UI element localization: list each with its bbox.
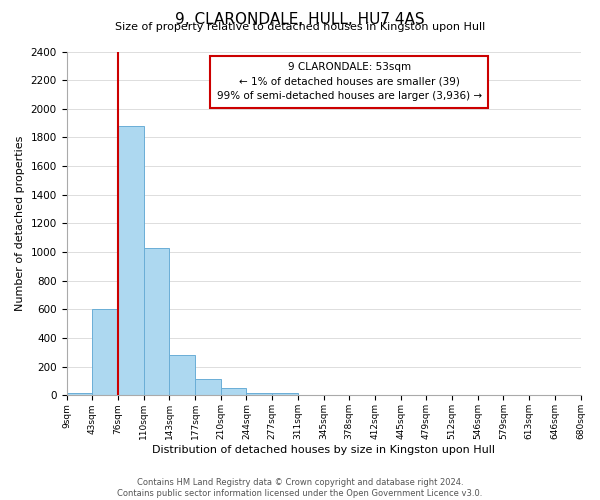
Bar xyxy=(298,394,323,396)
Bar xyxy=(92,310,118,396)
Bar xyxy=(221,388,247,396)
Bar xyxy=(67,392,92,396)
Text: Contains HM Land Registry data © Crown copyright and database right 2024.
Contai: Contains HM Land Registry data © Crown c… xyxy=(118,478,482,498)
X-axis label: Distribution of detached houses by size in Kingston upon Hull: Distribution of detached houses by size … xyxy=(152,445,495,455)
Text: Size of property relative to detached houses in Kingston upon Hull: Size of property relative to detached ho… xyxy=(115,22,485,32)
Y-axis label: Number of detached properties: Number of detached properties xyxy=(15,136,25,311)
Text: 9, CLARONDALE, HULL, HU7 4AS: 9, CLARONDALE, HULL, HU7 4AS xyxy=(175,12,425,28)
Text: 9 CLARONDALE: 53sqm
← 1% of detached houses are smaller (39)
99% of semi-detache: 9 CLARONDALE: 53sqm ← 1% of detached hou… xyxy=(217,62,482,102)
Bar xyxy=(247,392,272,396)
Bar xyxy=(272,394,298,396)
Bar xyxy=(169,356,195,396)
Bar xyxy=(195,379,221,396)
Bar xyxy=(118,126,143,396)
Bar xyxy=(143,248,169,396)
